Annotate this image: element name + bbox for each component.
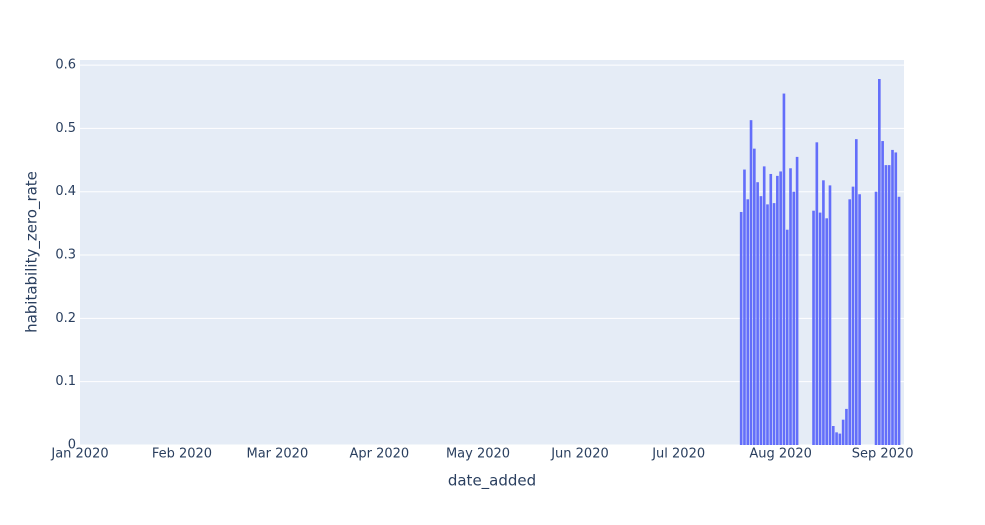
x-tick-label: Feb 2020 [152,447,212,462]
bar [831,426,835,445]
y-axis-title: habitability_zero_rate [23,171,42,333]
bar [874,191,878,445]
bar [828,185,832,445]
y-tick-label: 0.6 [55,58,76,73]
bar [822,180,825,445]
y-tick-label: 0.2 [55,311,76,326]
y-tick-label: 0.1 [55,374,76,389]
bar [841,419,845,445]
bar [749,120,753,445]
x-tick-label: Apr 2020 [349,447,409,462]
bar [753,148,756,446]
bar [759,196,763,445]
bar [838,433,842,445]
bar [884,165,888,446]
bar [743,169,746,445]
y-tick-label: 0 [68,438,76,453]
x-tick-label: Jun 2020 [550,447,609,462]
bar [815,142,819,445]
bar [766,204,769,445]
x-tick-label: Sep 2020 [852,447,914,462]
bar [789,168,792,445]
bar [812,210,815,445]
bar [848,199,852,445]
y-tick-label: 0.4 [55,184,76,199]
bar [739,211,743,445]
x-tick-label: Jul 2020 [651,447,705,462]
bar [772,203,776,445]
bar [881,141,884,446]
bar [769,173,773,445]
bar [854,139,858,445]
bar [897,196,901,445]
bar [835,432,838,445]
bar [776,175,779,445]
x-tick-label: Mar 2020 [246,447,308,462]
bar [887,165,891,446]
bar [894,152,898,445]
bar [825,218,829,445]
x-axis-title: date_added [448,472,536,491]
bar [792,191,796,445]
bar [845,408,848,445]
bar [762,166,766,445]
x-tick-label: May 2020 [446,447,510,462]
bar [795,156,799,445]
x-tick-label: Aug 2020 [749,447,812,462]
bar [756,182,759,446]
y-tick-label: 0.3 [55,248,76,263]
y-tick-label: 0.5 [55,121,76,136]
bar [779,171,782,445]
bar [746,199,750,445]
bar [858,194,861,445]
bar [851,186,855,446]
bar [818,212,822,445]
bar [782,93,786,445]
bar [785,229,789,445]
x-tick-label: Jan 2020 [50,447,108,462]
bar [878,78,881,446]
bar [891,149,894,445]
